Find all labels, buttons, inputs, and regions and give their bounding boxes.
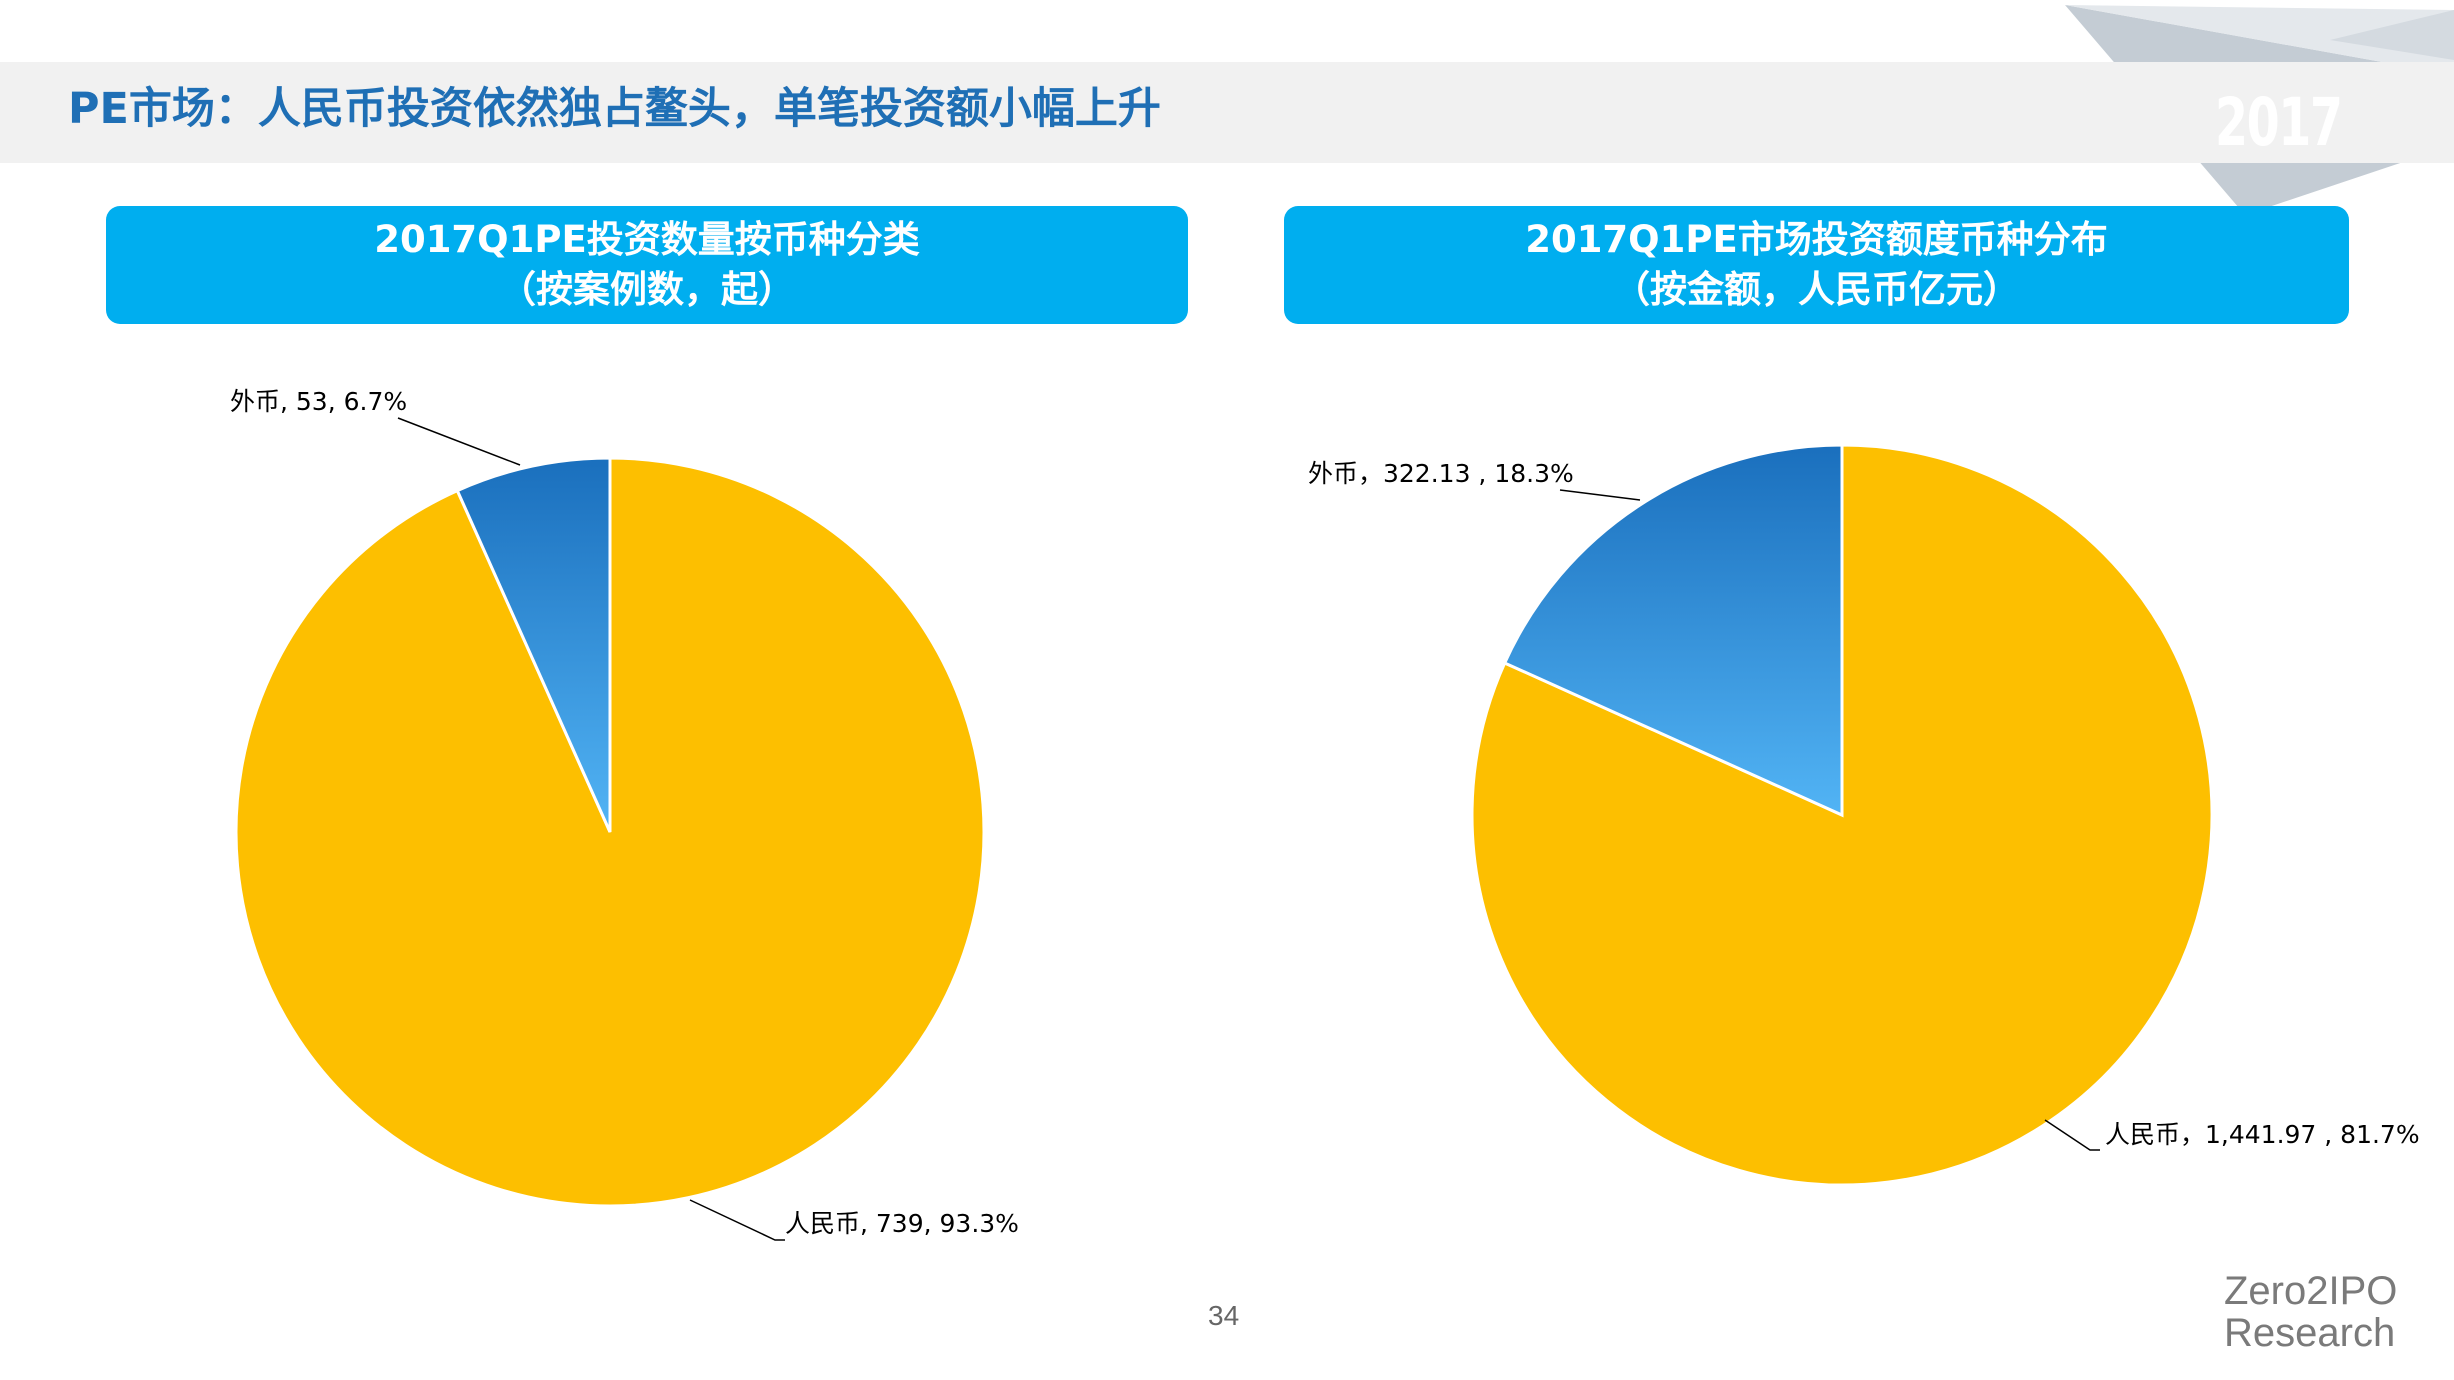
pie-1-leader-line-0	[2044, 1119, 2100, 1151]
page-title: PE市场：人民币投资依然独占鳌头，单笔投资额小幅上升	[68, 84, 1161, 134]
pie-0-slice-rmb	[234, 456, 986, 1208]
title-bar	[0, 62, 2454, 163]
pie-0-leader-line-0	[689, 1199, 785, 1241]
year-badge: 2017	[2215, 84, 2343, 161]
pie-0-data-label-1: 外币, 53, 6.7%	[230, 387, 407, 416]
pie-0-data-label-0: 人民币, 739, 93.3%	[785, 1209, 1019, 1238]
brand-line-2: Research	[2224, 1311, 2396, 1355]
pie-1-data-label-0: 人民币，1,441.97 , 81.7%	[2105, 1120, 2420, 1149]
left-chart-header: 2017Q1PE投资数量按币种分类 （按案例数，起）	[106, 206, 1188, 324]
brand-logo: Zero2IPO Research	[2224, 1270, 2397, 1354]
brand-line-1: Zero2IPO	[2224, 1269, 2398, 1313]
pie-0-leader-line-1	[397, 417, 521, 466]
pie-1-leader-line-1	[1559, 489, 1641, 501]
right-chart-subtitle: （按金额，人民币亿元）	[1613, 268, 2020, 311]
pie-0-slice-foreign	[455, 456, 612, 833]
page-number: 34	[1208, 1300, 1240, 1331]
right-chart-header: 2017Q1PE市场投资额度币种分布 （按金额，人民币亿元）	[1284, 206, 2349, 324]
left-chart-title: 2017Q1PE投资数量按币种分类	[374, 218, 920, 262]
pie-1-data-label-1: 外币，322.13 , 18.3%	[1308, 459, 1574, 488]
pie-1-slice-foreign	[1502, 443, 1844, 818]
left-chart-subtitle: （按案例数，起）	[499, 268, 795, 311]
right-chart-title: 2017Q1PE市场投资额度币种分布	[1525, 218, 2108, 262]
